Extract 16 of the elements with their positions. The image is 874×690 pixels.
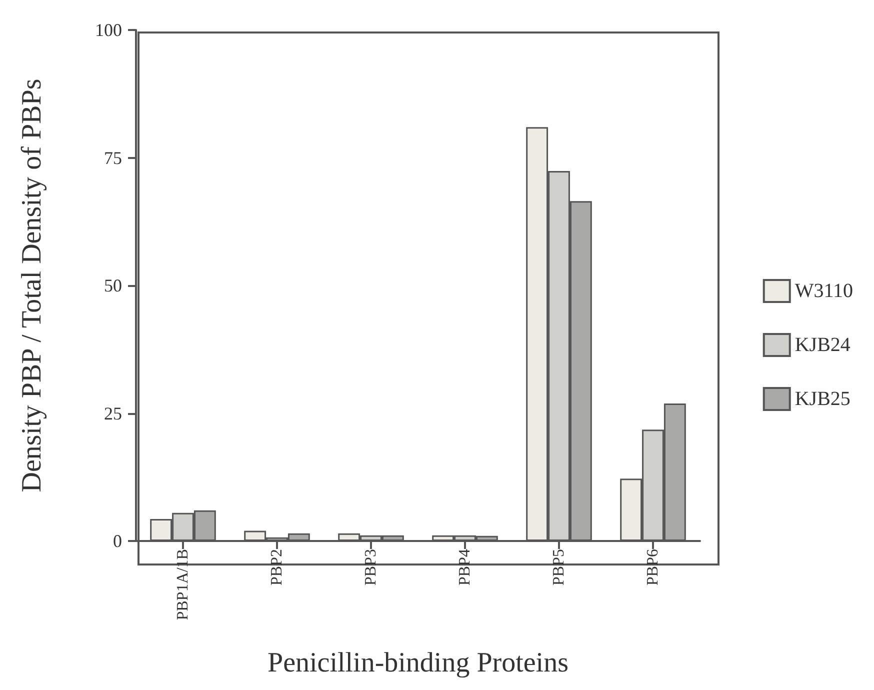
y-tick-label: 25 — [104, 403, 122, 424]
x-tick-label: PBP3 — [362, 549, 380, 586]
x-tick-label: PBP4 — [456, 549, 474, 586]
legend-label: KJB24 — [794, 334, 850, 356]
x-axis-title: Penicillin-binding Proteins — [268, 648, 568, 678]
y-tick-label: 75 — [104, 148, 122, 168]
y-tick-label: 0 — [113, 531, 122, 551]
y-tick-label: 100 — [95, 20, 122, 40]
x-tick-label: PBP1A/1B — [174, 549, 192, 620]
x-tick-label: PBP6 — [644, 549, 662, 586]
legend-label: W3110 — [794, 280, 854, 302]
y-axis-title: Density PBP / Total Density of PBPs — [16, 78, 48, 492]
y-tick-label: 50 — [104, 276, 122, 296]
legend-label: KJB25 — [794, 388, 850, 410]
x-tick-label: PBP2 — [268, 549, 286, 586]
x-tick-label: PBP5 — [550, 549, 568, 586]
